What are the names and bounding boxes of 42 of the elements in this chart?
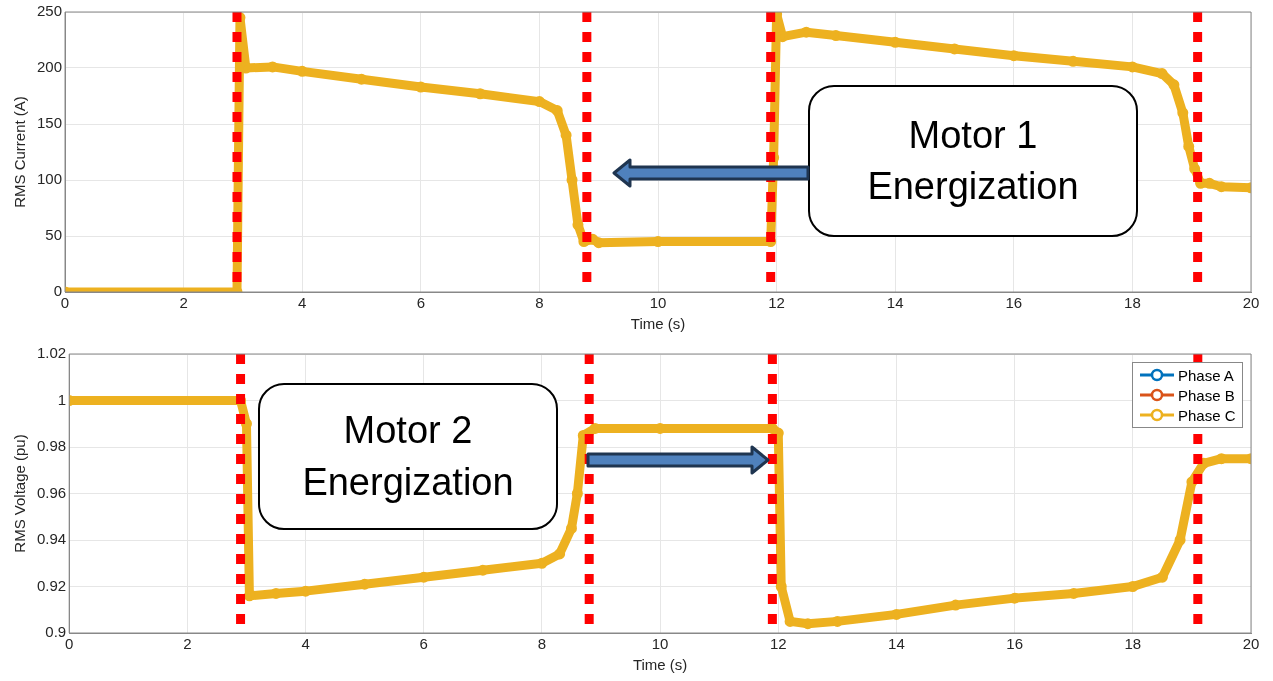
x-tick-label: 14 <box>888 635 905 653</box>
y-tick-label: 1.02 <box>36 344 67 362</box>
y-tick-label: 1 <box>57 390 67 408</box>
y-axis-title: RMS Current (A) <box>11 96 29 208</box>
legend-label: Phase C <box>1178 406 1236 424</box>
x-tick-label: 12 <box>768 294 785 312</box>
x-tick-label: 18 <box>1124 294 1141 312</box>
y-tick-label: 0 <box>53 282 63 300</box>
x-tick-label: 14 <box>886 294 904 312</box>
x-tick-label: 12 <box>769 635 787 653</box>
annotation: Motor 1 Energization <box>808 85 1138 237</box>
y-tick-label: 150 <box>37 114 63 132</box>
x-tick-label: 10 <box>649 294 667 312</box>
x-tick-label: 4 <box>301 635 310 653</box>
x-tick-label: 6 <box>419 635 428 653</box>
x-axis-title: Time (s) <box>632 656 688 674</box>
x-tick-label: 16 <box>1006 635 1023 653</box>
x-tick-label: 16 <box>1005 294 1023 312</box>
y-tick-label: 100 <box>37 170 63 188</box>
y-tick-label: 50 <box>45 226 63 244</box>
x-tick-label: 2 <box>179 294 188 312</box>
x-tick-label: 8 <box>535 294 544 312</box>
y-axis-title: RMS Voltage (pu) <box>11 434 29 553</box>
legend-label: Phase A <box>1178 366 1234 384</box>
x-tick-label: 4 <box>298 294 307 312</box>
y-tick-label: 0.9 <box>45 623 67 641</box>
legend-label: Phase B <box>1178 386 1235 404</box>
y-tick-label: 200 <box>37 58 63 76</box>
y-tick-label: 0.94 <box>36 530 67 548</box>
x-tick-label: 2 <box>183 635 192 653</box>
y-tick-label: 0.98 <box>36 437 67 455</box>
x-tick-label: 8 <box>537 635 547 653</box>
x-tick-label: 20 <box>1242 635 1260 653</box>
x-tick-label: 18 <box>1124 635 1142 653</box>
annotation: Motor 2 Energization <box>258 383 558 530</box>
x-tick-label: 10 <box>651 635 669 653</box>
x-axis-title: Time (s) <box>630 315 686 333</box>
y-tick-label: 0.92 <box>36 576 67 594</box>
y-tick-label: 0.96 <box>36 483 67 501</box>
y-tick-label: 250 <box>37 2 63 20</box>
x-tick-label: 6 <box>416 294 425 312</box>
x-tick-label: 20 <box>1242 294 1260 312</box>
